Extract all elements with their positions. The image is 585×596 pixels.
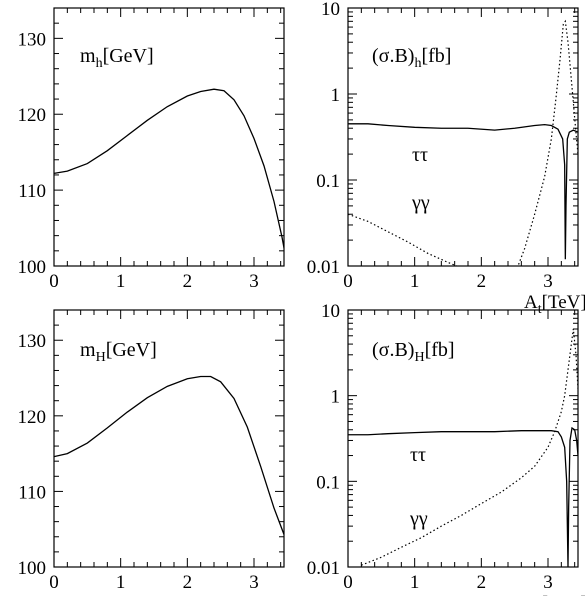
series-line-first (348, 426, 578, 567)
panel-title-tail: [GeV] (106, 339, 157, 361)
x-tick-label: 3 (249, 572, 259, 593)
x-tick-label: 3 (543, 572, 553, 593)
series-line-first (54, 88, 284, 252)
x-tick-label: 2 (477, 572, 487, 593)
x-tick-label: 1 (410, 271, 420, 292)
panel-title-sub: H (96, 350, 106, 365)
panel-title: (σ.B)H[fb] (372, 339, 455, 365)
panel-title-base: m (80, 339, 96, 361)
y-tick-label: 100 (18, 558, 47, 579)
y-tick-label: 120 (18, 105, 47, 126)
series-line-first (348, 123, 578, 260)
x-tick-label: 1 (116, 572, 126, 593)
x-tick-label: 3 (543, 271, 553, 292)
x-tick-label: 0 (343, 572, 353, 593)
x-axis-label: At[TeV] (524, 292, 585, 317)
panel-title-tail: [fb] (425, 339, 455, 361)
series-line-second (361, 328, 578, 566)
plot-frame (53, 309, 285, 568)
x-tick-label: 1 (410, 572, 420, 593)
y-tick-label: 110 (18, 181, 46, 202)
x-tick-label: 0 (49, 271, 59, 292)
series-label-tautau: ττ (410, 444, 426, 466)
y-tick-label: 10 (321, 301, 340, 322)
y-tick-label: 1 (331, 387, 341, 408)
y-tick-label: 10 (321, 0, 340, 20)
panel-title-base: (σ.B) (372, 339, 414, 361)
x-axis-label-tail: [TeV] (542, 292, 585, 313)
x-axis-label: At[TeV] (524, 593, 585, 596)
x-tick-label: 0 (343, 271, 353, 292)
y-tick-label: 0.01 (307, 558, 340, 579)
panel-title-sub: H (414, 350, 424, 365)
chart-panel-bottom-left: 0 1 2 3 100 110 120 130 mH[GeV] (18, 309, 285, 593)
panel-title-tail: [fb] (421, 45, 451, 67)
series-label-gammagamma: γγ (409, 508, 428, 530)
panel-title-sub: h (96, 56, 103, 71)
x-axis-label-tail: [TeV] (542, 593, 585, 596)
plot-frame (347, 7, 579, 267)
y-tick-label: 130 (18, 331, 47, 352)
panel-title-base: m (80, 45, 96, 67)
series-line-first (54, 375, 284, 535)
x-tick-label: 0 (49, 572, 59, 593)
x-tick-label: 2 (477, 271, 487, 292)
x-tick-label: 2 (183, 271, 193, 292)
x-axis-label-base: A (524, 292, 538, 313)
x-axis-label-base: A (524, 593, 538, 596)
panel-title: mH[GeV] (80, 339, 157, 365)
chart-panel-bottom-right: 0 1 2 3 0.01 0.1 1 10 (σ.B)H[fb] ττ γγ At[TeV] (307, 301, 585, 596)
y-tick-label: 110 (18, 482, 46, 503)
plot-frame (347, 309, 579, 568)
y-tick-label: 0.01 (307, 257, 340, 278)
x-tick-label: 3 (249, 271, 259, 292)
panel-title-tail: [GeV] (103, 45, 154, 67)
panel-title: (σ.B)h[fb] (372, 45, 451, 71)
chart-panel-top-right: 0 1 2 3 0.01 0.1 1 10 (σ.B)h[fb] ττ γγ At[TeV] (307, 0, 585, 317)
y-tick-label: 1 (331, 85, 341, 106)
panel-title-sub: h (414, 56, 421, 71)
plot-frame (53, 7, 285, 267)
x-tick-label: 2 (183, 572, 193, 593)
y-tick-label: 0.1 (316, 472, 340, 493)
y-tick-label: 100 (18, 257, 47, 278)
panel-title-base: (σ.B) (372, 45, 414, 67)
series-label-tautau: ττ (412, 144, 428, 166)
panel-title: mh[GeV] (80, 45, 154, 71)
y-tick-label: 0.1 (316, 171, 340, 192)
y-tick-label: 130 (18, 29, 47, 50)
x-tick-label: 1 (116, 271, 126, 292)
chart-panel-top-left: 0 1 2 3 100 110 120 130 mh[GeV] (18, 7, 285, 292)
series-label-gammagamma: γγ (411, 192, 430, 214)
y-tick-label: 120 (18, 407, 47, 428)
series-line-second (348, 19, 578, 266)
